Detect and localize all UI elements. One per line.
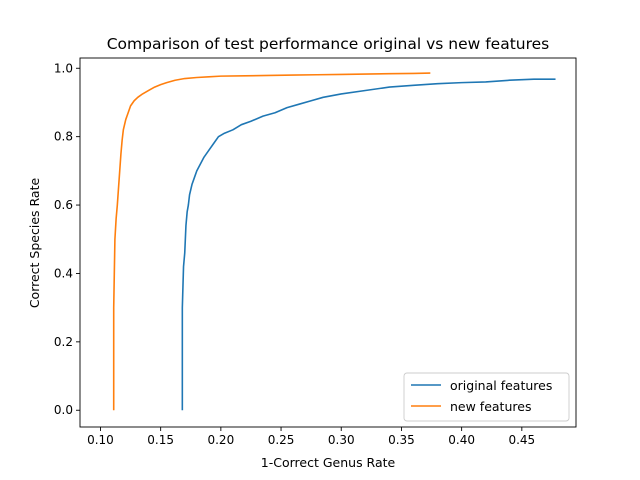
y-tick-label: 0.6: [54, 198, 73, 212]
legend-label-original-features: original features: [450, 378, 552, 393]
y-tick-label: 0.4: [54, 266, 73, 280]
legend-label-new-features: new features: [450, 399, 531, 414]
plot-area: [112, 72, 556, 411]
x-tick-label: 0.30: [328, 433, 355, 447]
x-tick-label: 0.20: [207, 433, 234, 447]
x-axis-label: 1-Correct Genus Rate: [261, 455, 396, 470]
series-line-new-features: [112, 72, 431, 411]
y-axis-label: Correct Species Rate: [27, 178, 42, 309]
x-tick-label: 0.25: [268, 433, 295, 447]
plot-frame: [79, 57, 577, 428]
x-tick-label: 0.35: [388, 433, 415, 447]
series-line-original-features: [181, 78, 556, 411]
y-tick-label: 0.8: [54, 130, 73, 144]
x-tick-label: 0.45: [508, 433, 535, 447]
y-tick-label: 1.0: [54, 61, 73, 75]
x-tick-label: 0.10: [87, 433, 114, 447]
y-tick-label: 0.0: [54, 403, 73, 417]
legend: original features new features: [403, 372, 570, 422]
axis-ticks: 0.10 0.15 0.20 0.25 0.30 0.35 0.40 0.45 0.0 0.2 0.…: [54, 61, 535, 447]
x-tick-label: 0.15: [147, 433, 174, 447]
chart-title: Comparison of test performance original …: [107, 35, 550, 53]
x-tick-label: 0.40: [448, 433, 475, 447]
legend-box: [403, 372, 570, 422]
y-tick-label: 0.2: [54, 335, 73, 349]
